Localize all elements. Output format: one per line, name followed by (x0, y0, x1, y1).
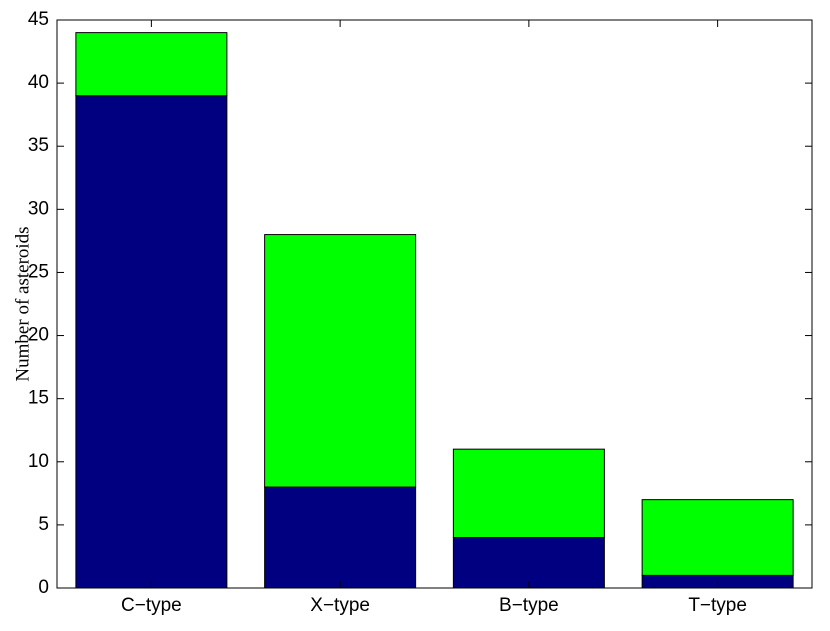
x-tick-label: X−type (310, 595, 370, 616)
y-tick-label: 45 (28, 9, 49, 30)
bar-segment (75, 95, 228, 589)
x-tick-label: C−type (121, 595, 182, 616)
y-tick-label: 30 (28, 198, 49, 219)
bar-segment (452, 448, 605, 539)
y-axis-label: Number of asteroids (12, 226, 33, 381)
y-tick-label: 20 (28, 325, 49, 346)
y-tick-label: 10 (28, 451, 49, 472)
bar-segment (264, 486, 417, 589)
y-tick-label: 35 (28, 135, 49, 156)
bar-segment (641, 499, 794, 576)
plot-frame (56, 19, 813, 589)
bar-segment (452, 537, 605, 589)
y-tick-label: 25 (28, 261, 49, 282)
y-tick-label: 15 (28, 388, 49, 409)
y-tick-label: 40 (28, 72, 49, 93)
x-tick-label: T−type (688, 595, 747, 616)
y-tick-label: 5 (38, 514, 49, 535)
x-tick-label: B−type (499, 595, 559, 616)
y-tick-label: 0 (38, 577, 49, 598)
bar-segment (264, 234, 417, 488)
bar-segment (75, 32, 228, 97)
